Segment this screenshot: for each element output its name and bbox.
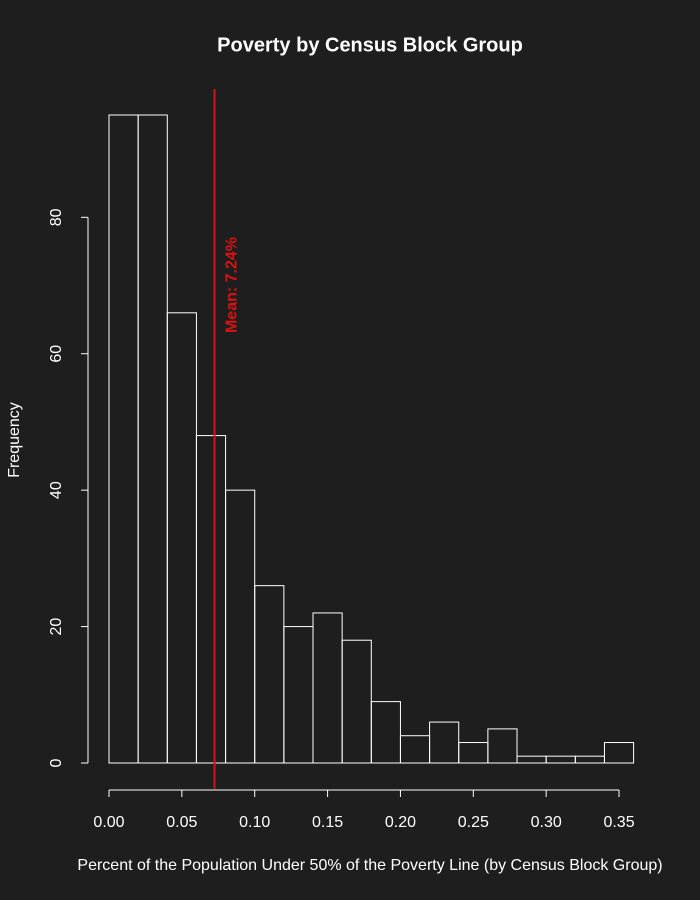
bar	[487, 728, 518, 764]
y-axis-title: Frequency	[6, 402, 23, 478]
y-tick-label: 60	[48, 345, 65, 363]
x-tick-label: 0.05	[166, 814, 197, 831]
y-tick-label: 80	[48, 208, 65, 226]
x-axis-title: Percent of the Population Under 50% of t…	[77, 857, 662, 874]
x-tick-label: 0.15	[312, 814, 343, 831]
x-tick-label: 0.20	[385, 814, 416, 831]
x-tick-label: 0.35	[603, 814, 634, 831]
chart-title: Poverty by Census Block Group	[217, 34, 523, 56]
y-tick-label: 0	[48, 758, 65, 767]
bar	[603, 742, 635, 764]
y-tick-label: 20	[48, 618, 65, 636]
bar	[370, 701, 401, 764]
x-tick-label: 0.30	[531, 814, 562, 831]
y-tick-label: 40	[48, 481, 65, 499]
x-tick-label: 0.25	[458, 814, 489, 831]
mean-label: Mean: 7.24%	[224, 237, 241, 333]
x-tick-label: 0.10	[239, 814, 270, 831]
x-tick-label: 0.00	[93, 814, 124, 831]
